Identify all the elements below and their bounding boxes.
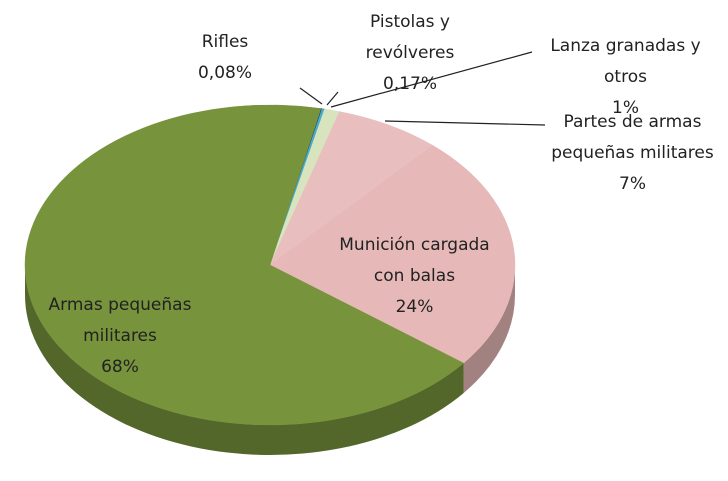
category-label: Rifles [201,32,249,52]
slice [24,104,465,426]
slice-label: Lanza granadas y otros 1% [528,31,723,124]
pie-tops [24,104,516,426]
leader-line [299,87,323,105]
slice-label: Pistolas y revólveres 0,17% [350,7,470,100]
slice-label: Partes de armas pequeñas militares 7% [535,107,728,200]
slice-side [463,265,515,394]
category-label: Munición cargada con balas [339,235,490,286]
value-label: 7% [619,174,646,194]
value-label: 68% [101,357,139,377]
leader-line [330,51,533,108]
leader-line [326,91,339,106]
slice-label: Rifles 0,08% [185,27,265,89]
slice-label: Armas pequeñas militares 68% [30,290,210,383]
slice-label: Munición cargada con balas 24% [322,230,507,323]
slice [269,145,516,364]
value-label: 0,17% [382,74,437,94]
value-label: 0,08% [197,63,252,83]
value-label: 24% [395,297,434,317]
slice [269,111,434,266]
slice-side [25,265,464,455]
category-label: Pistolas y revólveres [365,12,455,63]
pie-sides [25,265,515,455]
leader-line [384,120,546,126]
value-label: 1% [612,98,639,118]
category-label: Lanza granadas y otros [550,36,701,87]
category-label: Partes de armas pequeñas militares [551,112,714,163]
leader-lines [299,51,546,126]
category-label: Armas pequeñas militares [48,295,192,346]
